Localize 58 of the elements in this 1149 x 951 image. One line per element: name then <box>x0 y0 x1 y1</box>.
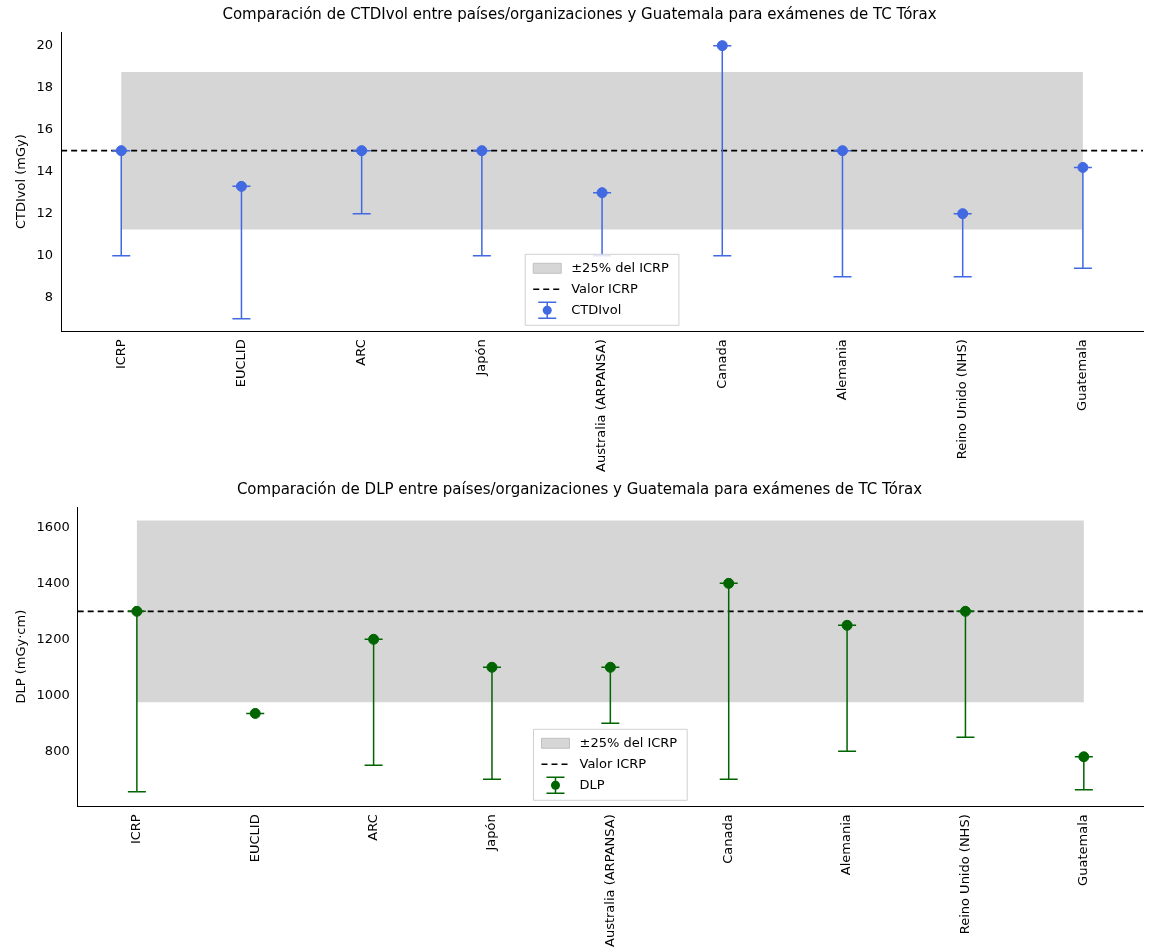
x-tick-label: Reino Unido (NHS) <box>954 339 970 460</box>
chart-title: Comparación de CTDIvol entre países/organizaciones y Guatemala para exámenes de TC Tórax <box>222 4 937 23</box>
y-tick-label: 1600 <box>36 518 70 534</box>
legend-label: Valor ICRP <box>571 280 639 296</box>
y-tick-label: 1200 <box>36 630 70 646</box>
point <box>486 661 498 673</box>
x-tick-label: Japón <box>483 814 499 852</box>
y-tick-label: 10 <box>36 247 54 263</box>
y-tick-label: 12 <box>36 205 54 221</box>
point <box>1077 161 1089 173</box>
point <box>115 145 127 157</box>
chart-title: Comparación de DLP entre países/organizaciones y Guatemala para exámenes de TC Tórax <box>236 479 923 498</box>
legend-label: DLP <box>579 776 605 792</box>
point <box>836 145 848 157</box>
y-tick-label: 18 <box>36 79 54 95</box>
x-tick-label: Australia (ARPANSA) <box>593 339 609 472</box>
x-tick-label: Canada <box>713 339 729 389</box>
point <box>235 180 247 192</box>
y-axis-title: DLP (mGy·cm) <box>13 609 29 704</box>
legend-label: ±25% del ICRP <box>579 734 678 750</box>
x-tick-label: ARC <box>353 339 369 366</box>
y-tick-label: 8 <box>44 289 54 305</box>
x-tick-label: EUCLID <box>246 814 262 863</box>
x-tick-label: Alemania <box>833 339 849 401</box>
x-tick-label: ARC <box>364 814 380 841</box>
y-tick-label: 1000 <box>36 686 70 702</box>
y-tick-label: 1400 <box>36 574 70 590</box>
point <box>368 633 380 645</box>
x-tick-label: Canada <box>720 814 736 864</box>
y-tick-label: 14 <box>36 163 54 179</box>
x-tick-label: Guatemala <box>1074 339 1090 411</box>
point <box>716 40 728 52</box>
point <box>604 661 616 673</box>
point <box>476 145 488 157</box>
point <box>959 605 971 617</box>
x-tick-label: Guatemala <box>1075 814 1091 886</box>
legend-label: Valor ICRP <box>579 755 647 771</box>
point <box>841 619 853 631</box>
point <box>1078 751 1090 763</box>
y-tick-label: 20 <box>36 37 54 53</box>
point <box>957 208 969 220</box>
point <box>596 187 608 199</box>
point <box>356 145 368 157</box>
x-tick-label: EUCLID <box>232 339 248 388</box>
legend-label: CTDIvol <box>571 301 622 317</box>
point <box>131 605 143 617</box>
y-tick-label: 800 <box>44 742 70 758</box>
x-tick-label: Japón <box>473 339 489 377</box>
x-tick-label: ICRP <box>128 814 144 845</box>
x-tick-label: Australia (ARPANSA) <box>601 814 617 947</box>
y-axis-title: CTDIvol (mGy) <box>13 134 29 230</box>
legend-label: ±25% del ICRP <box>571 259 670 275</box>
point <box>249 707 261 719</box>
x-tick-label: Alemania <box>838 814 854 876</box>
x-tick-label: ICRP <box>112 339 128 370</box>
x-tick-label: Reino Unido (NHS) <box>956 814 972 935</box>
point <box>723 577 735 589</box>
y-tick-label: 16 <box>36 121 54 137</box>
